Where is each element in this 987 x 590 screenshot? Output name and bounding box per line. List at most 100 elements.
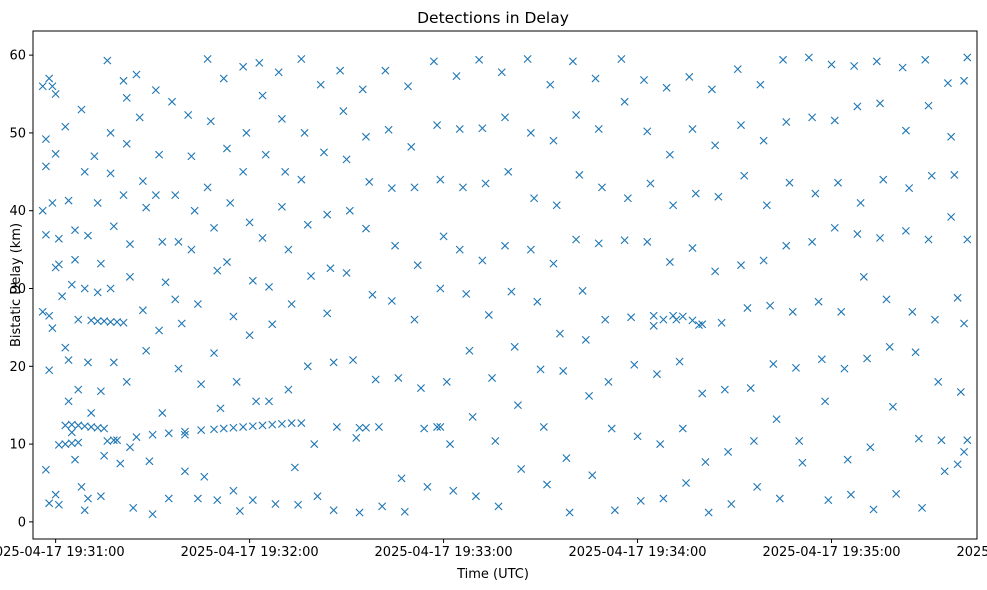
- detection-point: [762, 201, 771, 210]
- detection-point: [206, 117, 215, 126]
- detection-point: [552, 201, 561, 210]
- detection-point: [462, 289, 471, 298]
- y-tick-label: 50: [9, 126, 26, 141]
- detection-point: [361, 423, 370, 432]
- detection-point: [766, 301, 775, 310]
- detection-point: [119, 76, 128, 85]
- detection-point: [222, 144, 231, 153]
- detection-point: [743, 303, 752, 312]
- detection-point: [795, 436, 804, 445]
- detection-point: [652, 370, 661, 379]
- detection-point: [226, 198, 235, 207]
- detection-point: [930, 315, 939, 324]
- detection-point: [277, 202, 286, 211]
- detection-point: [714, 192, 723, 201]
- detection-point: [158, 237, 167, 246]
- y-tick-label: 10: [9, 438, 26, 453]
- detection-point: [442, 377, 451, 386]
- detection-point: [342, 268, 351, 277]
- detection-point: [355, 423, 364, 432]
- detection-point: [963, 53, 972, 62]
- detection-point: [594, 239, 603, 248]
- detection-point: [737, 261, 745, 270]
- detection-point: [71, 455, 80, 464]
- detection-point: [888, 402, 897, 411]
- detection-point: [77, 482, 86, 491]
- detection-point: [753, 482, 762, 491]
- detection-point: [297, 419, 306, 428]
- detection-point: [749, 436, 758, 445]
- detection-point: [953, 460, 962, 469]
- detection-point: [953, 293, 962, 302]
- detection-point: [468, 412, 477, 421]
- detection-point: [869, 505, 878, 514]
- detection-point: [67, 439, 76, 448]
- detection-point: [452, 72, 461, 81]
- detection-point: [501, 113, 509, 122]
- detection-point: [636, 496, 645, 505]
- detection-point: [791, 363, 800, 372]
- axes-frame: [32, 30, 978, 540]
- detection-point: [365, 177, 374, 186]
- detection-point: [423, 482, 432, 491]
- detection-point: [161, 278, 170, 287]
- detection-point: [106, 284, 115, 293]
- detection-point: [148, 510, 157, 519]
- y-tick-label: 30: [9, 282, 26, 297]
- detection-point: [174, 364, 183, 373]
- detection-point: [853, 102, 862, 111]
- detection-point: [100, 317, 109, 326]
- detection-point: [539, 422, 548, 431]
- detection-point: [381, 66, 390, 75]
- detection-point: [627, 313, 636, 322]
- detection-point: [265, 282, 273, 291]
- detection-point: [688, 125, 697, 134]
- detection-point: [80, 284, 89, 293]
- detection-point: [122, 139, 131, 148]
- detection-point: [727, 500, 736, 508]
- detection-point: [698, 389, 707, 398]
- detection-point: [67, 280, 76, 289]
- detection-point: [90, 152, 99, 161]
- detection-point: [145, 457, 154, 466]
- detection-point: [368, 290, 377, 299]
- detection-point: [704, 508, 713, 517]
- detection-point: [465, 346, 474, 355]
- detection-point: [132, 433, 141, 442]
- detection-point: [58, 292, 67, 301]
- detection-point: [41, 162, 50, 171]
- detection-point: [678, 424, 687, 433]
- detection-point: [572, 235, 581, 244]
- detection-point: [96, 259, 105, 268]
- detection-point: [830, 116, 839, 125]
- detection-point: [782, 118, 791, 127]
- detection-point: [45, 311, 54, 320]
- detection-point: [788, 307, 797, 316]
- detection-point: [51, 90, 60, 99]
- detection-point: [74, 385, 83, 394]
- detection-point: [252, 397, 261, 406]
- detection-point: [494, 502, 503, 511]
- detection-point: [876, 99, 885, 108]
- detection-point: [433, 121, 442, 130]
- detection-point: [171, 191, 180, 200]
- detection-point: [349, 356, 358, 365]
- detection-point: [83, 231, 92, 240]
- detection-point: [268, 420, 277, 429]
- detection-point: [643, 237, 652, 246]
- detection-point: [51, 490, 60, 499]
- detection-point: [48, 198, 57, 207]
- detection-point: [733, 65, 742, 74]
- detection-point: [197, 380, 206, 389]
- detection-point: [724, 447, 733, 456]
- detection-point: [501, 241, 509, 250]
- detection-point: [649, 321, 658, 330]
- detection-point: [433, 422, 442, 431]
- detection-point: [669, 201, 678, 210]
- detection-point: [578, 286, 587, 295]
- chart-title: Detections in Delay: [417, 9, 569, 27]
- detection-point: [132, 70, 141, 79]
- detection-point: [821, 397, 830, 406]
- detection-point: [203, 55, 212, 63]
